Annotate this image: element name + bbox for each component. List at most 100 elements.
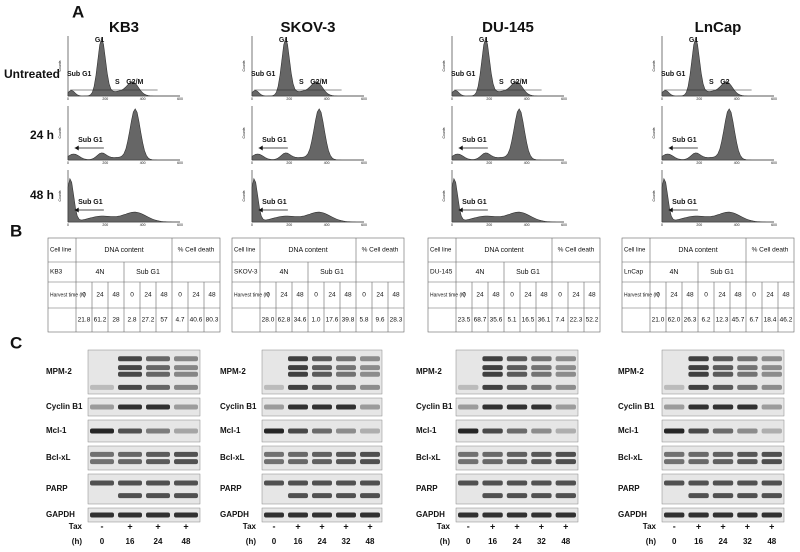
band (531, 480, 552, 486)
y-axis-label: Counts (58, 127, 62, 138)
band (288, 512, 308, 518)
tax-sign: - (467, 521, 470, 531)
band (174, 459, 198, 465)
table (621, 237, 795, 333)
table-text: 24 (766, 292, 774, 299)
table (231, 237, 405, 333)
phase-label: Sub G1 (67, 71, 92, 78)
tax-sign: + (343, 521, 348, 531)
arrow-head (258, 145, 263, 151)
blot (87, 349, 201, 395)
table-text: 46.2 (780, 317, 793, 324)
protein-label: Mcl-1 (416, 426, 437, 435)
x-tick-label: 200 (696, 161, 702, 165)
table-text: Harvest time (h) (234, 292, 270, 298)
x-tick-label: 400 (524, 223, 530, 227)
band (174, 384, 198, 390)
band (761, 451, 782, 457)
band (688, 451, 709, 457)
histogram (661, 177, 774, 223)
y-axis-label: Counts (242, 190, 246, 201)
band (312, 480, 332, 486)
band (664, 428, 685, 434)
row-label: Untreated (4, 67, 60, 81)
band (482, 459, 503, 465)
x-tick-label: 400 (734, 223, 740, 227)
sub-g1-label: Sub G1 (78, 137, 103, 144)
band (482, 480, 503, 486)
band (336, 371, 356, 377)
x-tick-label: 0 (251, 97, 253, 101)
band (118, 451, 142, 457)
x-tick-label: 400 (524, 97, 530, 101)
hour-label: 16 (294, 537, 303, 546)
band (506, 480, 528, 486)
hour-label: 24 (513, 537, 522, 546)
x-tick-label: 0 (67, 161, 69, 165)
table-text: KB3 (50, 269, 63, 276)
phase-label: S (499, 79, 504, 86)
table-text: 48 (296, 292, 304, 299)
x-tick-label: 400 (524, 161, 530, 165)
tax-label: Tax (437, 522, 451, 531)
table-text: 27.2 (142, 317, 155, 324)
band (360, 459, 380, 465)
band (688, 428, 709, 434)
band (458, 512, 479, 518)
table-text: 68.7 (474, 317, 487, 324)
band (360, 428, 380, 434)
table-text: 24 (524, 292, 532, 299)
band (482, 356, 503, 362)
band (174, 493, 198, 499)
band (688, 512, 709, 518)
band (712, 480, 734, 486)
band (264, 428, 284, 434)
x-tick-label: 0 (451, 97, 453, 101)
blot (87, 473, 201, 505)
band (737, 459, 758, 465)
band (90, 384, 114, 390)
table-text: 48 (734, 292, 742, 299)
band (312, 404, 332, 410)
band (360, 384, 380, 390)
band (712, 428, 734, 434)
table-text: 16.5 (522, 317, 535, 324)
sub-g1-label: Sub G1 (462, 137, 487, 144)
band (712, 356, 734, 362)
table-text: 21.8 (78, 317, 91, 324)
tax-sign: + (769, 521, 774, 531)
table-text: 24 (376, 292, 384, 299)
arrow-head (74, 145, 79, 151)
band (174, 371, 198, 377)
x-tick-label: 600 (177, 161, 183, 165)
protein-label: Bcl-xL (618, 453, 643, 462)
band (118, 365, 142, 371)
table-text: 24 (572, 292, 580, 299)
table-text: 21.0 (652, 317, 665, 324)
x-tick-label: 0 (251, 161, 253, 165)
band (737, 428, 758, 434)
band (360, 404, 380, 410)
hour-label: 24 (719, 537, 728, 546)
phase-label: G1 (279, 37, 288, 44)
band (146, 371, 170, 377)
band (360, 371, 380, 377)
x-tick-label: 400 (324, 223, 330, 227)
x-tick-label: 0 (661, 97, 663, 101)
x-tick-label: 0 (661, 223, 663, 227)
y-axis-label: Counts (442, 60, 446, 71)
band (482, 451, 503, 457)
band (761, 356, 782, 362)
band (761, 428, 782, 434)
row-label: 24 h (30, 128, 54, 142)
table-text: 35.6 (490, 317, 503, 324)
table-text: 48 (782, 292, 790, 299)
band (264, 451, 284, 457)
table-text: 7.4 (555, 317, 564, 324)
tax-sign: - (101, 521, 104, 531)
band (531, 459, 552, 465)
band (482, 493, 503, 499)
band (288, 480, 308, 486)
band (761, 459, 782, 465)
band (506, 459, 528, 465)
